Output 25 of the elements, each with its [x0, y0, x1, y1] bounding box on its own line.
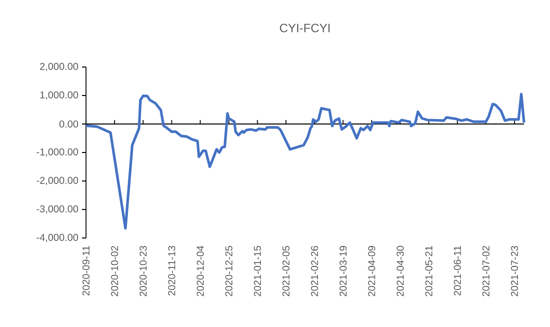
x-tick-label: 2020-11-13	[168, 246, 176, 296]
line-series	[84, 92, 526, 230]
x-tick-label: 2021-04-30	[396, 246, 404, 296]
x-tick-label: 2021-03-19	[340, 246, 347, 296]
y-tick-label: -4,000.00	[36, 234, 78, 242]
x-tick-label: 2021-06-11	[454, 246, 461, 296]
x-tick-label: 2021-02-26	[310, 246, 318, 296]
x-tick-label: 2021-01-15	[254, 246, 261, 296]
y-tick-label: 2,000.00	[40, 62, 78, 72]
x-tick-label: 2020-09-11	[82, 246, 90, 296]
y-tick-label: -1,000.00	[36, 148, 78, 157]
x-tick-label: 2021-07-23	[510, 246, 518, 296]
x-tick-label: 2020-10-02	[111, 246, 118, 296]
x-tick-label: 2021-05-21	[425, 246, 432, 296]
x-tick-label: 2020-10-23	[140, 246, 147, 296]
y-tick-label: -3,000.00	[36, 205, 78, 214]
x-tick-label: 2021-02-05	[282, 246, 290, 296]
y-tick-label: 0.00	[59, 120, 78, 128]
x-tick-label: 2021-07-02	[482, 246, 490, 296]
y-tick-label: 1,000.00	[40, 91, 78, 100]
chart-title: CYI-FCYI	[280, 24, 330, 32]
y-tick-label: -2,000.00	[36, 176, 78, 186]
x-tick-label: 2020-12-25	[225, 246, 232, 296]
x-tick-label: 2021-04-09	[368, 246, 376, 296]
x-tick-label: 2020-12-04	[196, 246, 204, 296]
